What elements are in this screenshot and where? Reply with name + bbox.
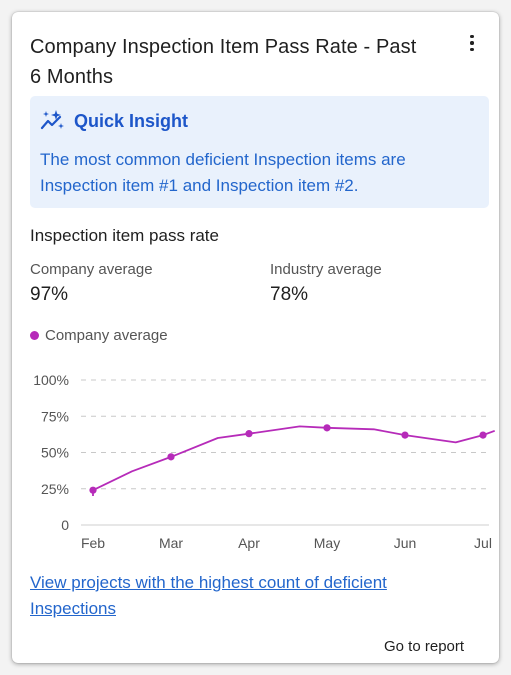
x-tick-label: May (314, 535, 340, 551)
section-title: Inspection item pass rate (30, 226, 219, 245)
deficient-inspections-link[interactable]: View projects with the highest count of … (30, 573, 387, 618)
industry-average-label: Industry average (270, 261, 382, 278)
quick-insight-text: The most common deficient Inspection ite… (40, 150, 406, 195)
sparkle-chart-icon (40, 110, 64, 130)
legend-label: Company average (45, 327, 168, 344)
kebab-dot (470, 41, 474, 45)
card-title: Company Inspection Item Pass Rate - Past… (30, 36, 417, 88)
chart-legend: Company average (30, 327, 168, 344)
quick-insight-header: Quick Insight (40, 109, 188, 133)
kebab-menu-icon[interactable] (462, 30, 482, 56)
x-tick-label: Feb (81, 535, 105, 551)
x-tick-label: Jun (394, 535, 417, 551)
company-average-value: 97% (30, 284, 69, 305)
data-point (89, 486, 97, 494)
y-tick-label: 25% (41, 481, 69, 497)
y-tick-label: 0 (61, 517, 69, 533)
data-point (167, 453, 175, 461)
x-tick-label: Apr (238, 535, 260, 551)
x-tick-label: Mar (159, 535, 183, 551)
data-point (401, 431, 409, 439)
legend-marker (30, 331, 39, 340)
data-point (323, 424, 331, 432)
quick-insight-panel: Quick Insight The most common deficient … (30, 96, 489, 208)
kebab-dot (470, 34, 474, 39)
go-to-report-button[interactable]: Go to report (384, 638, 465, 655)
y-tick-label: 50% (41, 445, 69, 461)
x-tick-label: Jul (474, 535, 492, 551)
data-point (479, 431, 487, 439)
pass-rate-card: Company Inspection Item Pass Rate - Past… (12, 12, 499, 663)
data-point (245, 430, 253, 438)
company-average-label: Company average (30, 261, 153, 278)
quick-insight-title: Quick Insight (74, 110, 189, 131)
y-tick-label: 75% (41, 408, 69, 424)
industry-average-value: 78% (270, 284, 309, 305)
series-line-company-average (92, 425, 496, 496)
pass-rate-line-chart: 0 25% 50% 75% 100% Feb Mar Apr May Jun Jul (33, 372, 496, 551)
y-tick-label: 100% (33, 372, 69, 388)
kebab-dot (470, 47, 474, 52)
